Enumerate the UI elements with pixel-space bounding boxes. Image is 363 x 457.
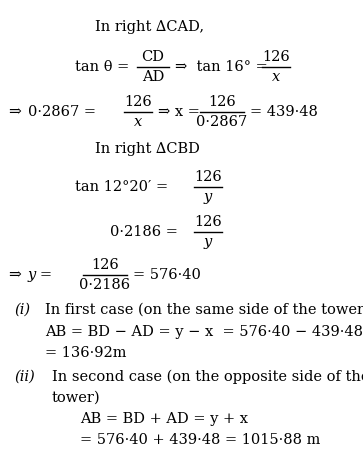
Text: ⇒  tan 16° =: ⇒ tan 16° = bbox=[175, 60, 268, 74]
Text: (ii): (ii) bbox=[14, 370, 35, 384]
Text: 0·2186 =: 0·2186 = bbox=[110, 225, 178, 239]
Text: AB = BD − AD = y − x  = 576·40 − 439·48: AB = BD − AD = y − x = 576·40 − 439·48 bbox=[45, 325, 363, 339]
Text: 0·2186: 0·2186 bbox=[79, 277, 131, 292]
Text: AD: AD bbox=[142, 69, 164, 84]
Text: y: y bbox=[204, 190, 212, 204]
Text: 126: 126 bbox=[91, 258, 119, 272]
Text: tan 12°20′ =: tan 12°20′ = bbox=[75, 180, 168, 194]
Text: (i): (i) bbox=[14, 303, 30, 317]
Text: 126: 126 bbox=[194, 215, 222, 229]
Text: y: y bbox=[204, 234, 212, 249]
Text: 126: 126 bbox=[194, 170, 222, 184]
Text: = 439·48: = 439·48 bbox=[250, 105, 318, 119]
Text: tan θ =: tan θ = bbox=[75, 60, 129, 74]
Text: CD: CD bbox=[142, 50, 164, 64]
Text: 126: 126 bbox=[208, 96, 236, 109]
Text: = 576·40 + 439·48 = 1015·88 m: = 576·40 + 439·48 = 1015·88 m bbox=[80, 433, 321, 447]
Text: x: x bbox=[134, 115, 142, 128]
Text: AB = BD + AD = y + x: AB = BD + AD = y + x bbox=[80, 412, 248, 426]
Text: In right ∆CAD,: In right ∆CAD, bbox=[95, 20, 204, 34]
Text: 126: 126 bbox=[262, 50, 290, 64]
Text: tower): tower) bbox=[52, 391, 101, 405]
Text: ⇒: ⇒ bbox=[8, 268, 21, 282]
Text: = 136·92m: = 136·92m bbox=[45, 346, 126, 360]
Text: In second case (on the opposite side of the: In second case (on the opposite side of … bbox=[52, 370, 363, 384]
Text: y =: y = bbox=[28, 268, 53, 282]
Text: 0·2867: 0·2867 bbox=[196, 115, 248, 128]
Text: ⇒ x =: ⇒ x = bbox=[158, 105, 200, 119]
Text: 0·2867 =: 0·2867 = bbox=[28, 105, 96, 119]
Text: 126: 126 bbox=[124, 96, 152, 109]
Text: ⇒: ⇒ bbox=[8, 105, 21, 119]
Text: In first case (on the same side of the tower): In first case (on the same side of the t… bbox=[45, 303, 363, 317]
Text: x: x bbox=[272, 69, 280, 84]
Text: = 576·40: = 576·40 bbox=[133, 268, 201, 282]
Text: In right ∆CBD: In right ∆CBD bbox=[95, 142, 200, 156]
